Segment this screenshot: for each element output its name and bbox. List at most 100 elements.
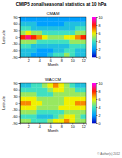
cell xyxy=(37,105,43,110)
cell xyxy=(42,35,48,40)
colorbar-swatch xyxy=(92,87,96,88)
cell xyxy=(26,101,32,106)
colorbar-swatch xyxy=(92,47,96,48)
cell xyxy=(81,87,87,92)
cell xyxy=(37,39,43,44)
tick-group: 0 xyxy=(96,122,101,126)
cell xyxy=(26,44,32,49)
colorbar-swatch xyxy=(92,54,96,55)
cell xyxy=(48,53,54,57)
tick xyxy=(96,17,98,18)
tick-label: 0 xyxy=(16,36,18,40)
tick-group: -90 xyxy=(12,122,20,126)
tick-label: 12 xyxy=(82,59,86,63)
tick xyxy=(19,44,21,45)
cell xyxy=(70,44,76,49)
tick-group: 8 xyxy=(96,24,101,28)
cell xyxy=(59,101,65,106)
tick-label: 10 xyxy=(71,125,75,129)
cell xyxy=(26,110,32,115)
cell xyxy=(42,110,48,115)
cell xyxy=(81,17,87,22)
tick-label: -30 xyxy=(12,42,17,46)
cell xyxy=(64,87,70,92)
cell xyxy=(64,53,70,57)
tick xyxy=(19,30,21,31)
cell xyxy=(75,83,81,88)
cell xyxy=(59,83,65,88)
colorbar-swatch xyxy=(92,93,96,94)
tick-label: -60 xyxy=(12,49,17,53)
tick xyxy=(96,99,98,100)
tick-label: 8 xyxy=(61,125,63,129)
cells xyxy=(20,17,86,57)
axis-line xyxy=(19,18,21,58)
colorbar-swatch xyxy=(92,31,96,32)
tick-group: 12 xyxy=(82,123,86,129)
cell xyxy=(20,101,26,106)
cell xyxy=(20,96,26,101)
cell xyxy=(42,119,48,123)
cell xyxy=(37,110,43,115)
tick-group: 10 xyxy=(96,82,103,86)
cell xyxy=(48,83,54,88)
colorbar-swatch xyxy=(92,83,96,84)
cell xyxy=(64,96,70,101)
cell xyxy=(81,92,87,97)
colorbar-swatch xyxy=(92,112,96,113)
tick xyxy=(19,116,21,117)
colorbar-swatch xyxy=(92,46,96,47)
colorbar-swatch xyxy=(92,84,96,85)
tick-label: 30 xyxy=(14,29,18,33)
tick-label: -90 xyxy=(12,56,17,60)
cell xyxy=(37,92,43,97)
cell xyxy=(59,17,65,22)
cell xyxy=(59,105,65,110)
cell xyxy=(53,35,59,40)
cell xyxy=(20,26,26,31)
tick xyxy=(19,96,21,97)
cell xyxy=(75,21,81,26)
tick-group: -60 xyxy=(12,49,20,53)
cell xyxy=(75,39,81,44)
cell xyxy=(48,39,54,44)
cell xyxy=(81,26,87,31)
tick-label: 6 xyxy=(99,98,101,102)
cell xyxy=(26,35,32,40)
cell xyxy=(81,110,87,115)
tick xyxy=(96,49,98,50)
cell xyxy=(53,119,59,123)
colorbar-swatch xyxy=(92,121,96,122)
cell xyxy=(70,17,76,22)
cell xyxy=(48,17,54,22)
colorbar-swatch xyxy=(92,98,96,99)
tick-group: 0 xyxy=(16,36,21,40)
tick-label: 2 xyxy=(99,114,101,118)
colorbar-swatch xyxy=(92,24,96,25)
axis-line xyxy=(21,124,87,125)
cell xyxy=(70,114,76,119)
cell xyxy=(75,48,81,53)
tick xyxy=(19,123,21,124)
tick-group: 4 xyxy=(39,57,41,63)
cell xyxy=(75,44,81,49)
cell xyxy=(37,26,43,31)
cell xyxy=(59,53,65,57)
colorbar-swatch xyxy=(92,44,96,45)
cell xyxy=(37,21,43,26)
cell xyxy=(81,39,87,44)
tick-group: 90 xyxy=(14,82,21,86)
colorbar-swatch xyxy=(92,29,96,30)
cell xyxy=(20,105,26,110)
cell xyxy=(20,48,26,53)
x-axis-title: Month xyxy=(48,129,59,133)
panel-title: CMAM xyxy=(47,11,60,16)
cell xyxy=(37,53,43,57)
cell xyxy=(59,21,65,26)
colorbar-swatch xyxy=(92,101,96,102)
tick xyxy=(19,90,21,91)
cell xyxy=(64,83,70,88)
cell xyxy=(70,35,76,40)
colorbar-swatch xyxy=(92,106,96,107)
cell xyxy=(31,26,37,31)
